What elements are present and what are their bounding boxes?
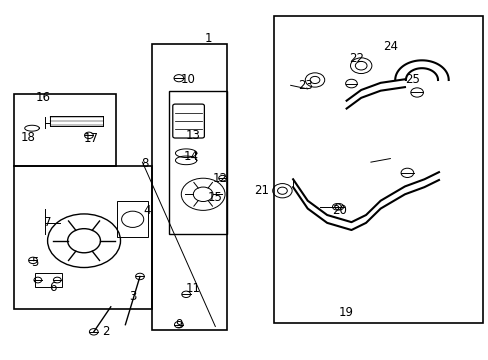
- Text: 23: 23: [297, 79, 312, 92]
- Text: 10: 10: [181, 73, 196, 86]
- Text: 12: 12: [212, 172, 227, 185]
- Text: 5: 5: [31, 256, 38, 269]
- Text: 15: 15: [207, 192, 223, 204]
- Text: 24: 24: [382, 40, 397, 53]
- Text: 9: 9: [175, 318, 182, 331]
- Text: 4: 4: [143, 204, 151, 217]
- Bar: [117, 202, 148, 237]
- Text: 18: 18: [20, 131, 36, 144]
- Text: 3: 3: [129, 289, 136, 303]
- Text: 19: 19: [338, 306, 353, 319]
- Bar: [14, 166, 152, 309]
- Bar: [35, 273, 62, 287]
- Text: 25: 25: [404, 73, 419, 86]
- Text: 2: 2: [102, 325, 109, 338]
- Bar: [169, 91, 227, 234]
- Text: 16: 16: [35, 91, 50, 104]
- Bar: [273, 16, 482, 323]
- Text: 20: 20: [331, 204, 346, 217]
- Bar: [14, 94, 116, 166]
- Text: 21: 21: [253, 184, 268, 197]
- Text: 8: 8: [141, 157, 148, 170]
- Text: 11: 11: [185, 283, 201, 296]
- Text: 14: 14: [183, 150, 198, 163]
- Text: 22: 22: [348, 52, 363, 65]
- Text: 17: 17: [83, 132, 99, 145]
- Text: 6: 6: [49, 281, 56, 294]
- Text: 1: 1: [204, 32, 211, 45]
- Text: 7: 7: [44, 216, 51, 229]
- Bar: [152, 44, 227, 330]
- Text: 13: 13: [185, 129, 201, 142]
